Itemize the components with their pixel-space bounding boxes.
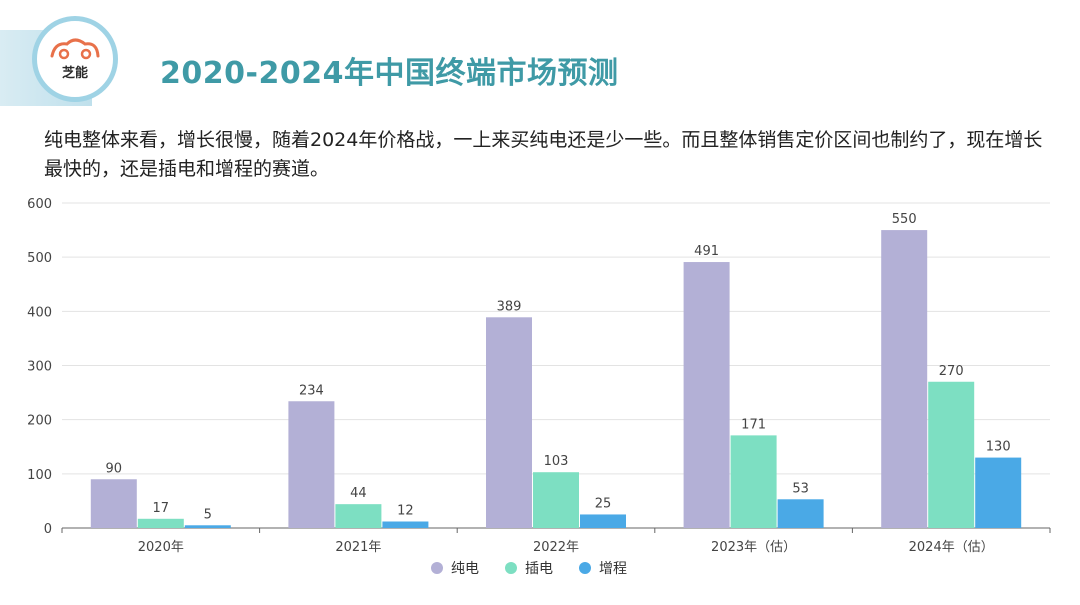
data-label: 5	[204, 507, 212, 522]
y-tick-label: 600	[27, 197, 52, 212]
logo: 芝能	[32, 16, 118, 102]
bar	[928, 381, 975, 528]
x-tick-label: 2020年	[138, 540, 184, 555]
y-tick-label: 300	[27, 360, 52, 375]
bar	[137, 518, 184, 528]
logo-car-icon	[50, 38, 100, 59]
x-tick-label: 2023年（估）	[711, 540, 796, 555]
bar	[90, 479, 137, 528]
x-tick-label: 2024年（估）	[909, 540, 994, 555]
data-label: 491	[694, 244, 719, 259]
data-label: 53	[792, 481, 809, 496]
bar	[288, 401, 335, 528]
bar	[881, 230, 928, 529]
y-tick-label: 100	[27, 468, 52, 483]
data-label: 17	[153, 501, 170, 516]
data-label: 234	[299, 383, 324, 398]
legend-label: 纯电	[451, 561, 479, 577]
bar	[382, 521, 429, 528]
data-label: 550	[892, 212, 917, 227]
bar	[975, 457, 1022, 528]
y-tick-label: 400	[27, 305, 52, 320]
bar	[580, 514, 626, 528]
data-label: 12	[397, 504, 414, 519]
legend-marker	[505, 562, 517, 574]
data-label: 270	[939, 364, 964, 379]
bar	[533, 472, 579, 528]
bar	[486, 317, 532, 528]
description-text: 纯电整体来看，增长很慢，随着2024年价格战，一上来买纯电还是少一些。而且整体销…	[44, 129, 1043, 180]
legend-marker	[579, 562, 591, 574]
bar	[184, 525, 231, 528]
data-label: 44	[350, 486, 367, 501]
bar	[335, 504, 382, 528]
data-label: 130	[986, 440, 1011, 455]
data-label: 103	[544, 454, 569, 469]
y-tick-label: 500	[27, 251, 52, 266]
y-tick-label: 200	[27, 414, 52, 429]
x-tick-label: 2022年	[533, 540, 579, 555]
logo-text: 芝能	[61, 65, 88, 81]
legend-label: 增程	[599, 561, 627, 577]
legend-label: 插电	[525, 561, 553, 577]
bar-chart: 0 100 200 300 400 500 600 2020年 90 17 5 2021年 234 44 1…	[27, 197, 1051, 577]
data-label: 90	[106, 461, 123, 476]
page-title: 2020-2024年中国终端市场预测	[160, 56, 619, 91]
x-tick-label: 2021年	[335, 540, 381, 555]
bar	[730, 435, 777, 528]
legend-marker	[431, 562, 443, 574]
data-label: 389	[497, 299, 522, 314]
bar	[683, 262, 730, 528]
bar	[777, 499, 824, 528]
data-label: 171	[741, 417, 766, 432]
data-label: 25	[595, 496, 612, 511]
y-tick-label: 0	[44, 522, 52, 537]
